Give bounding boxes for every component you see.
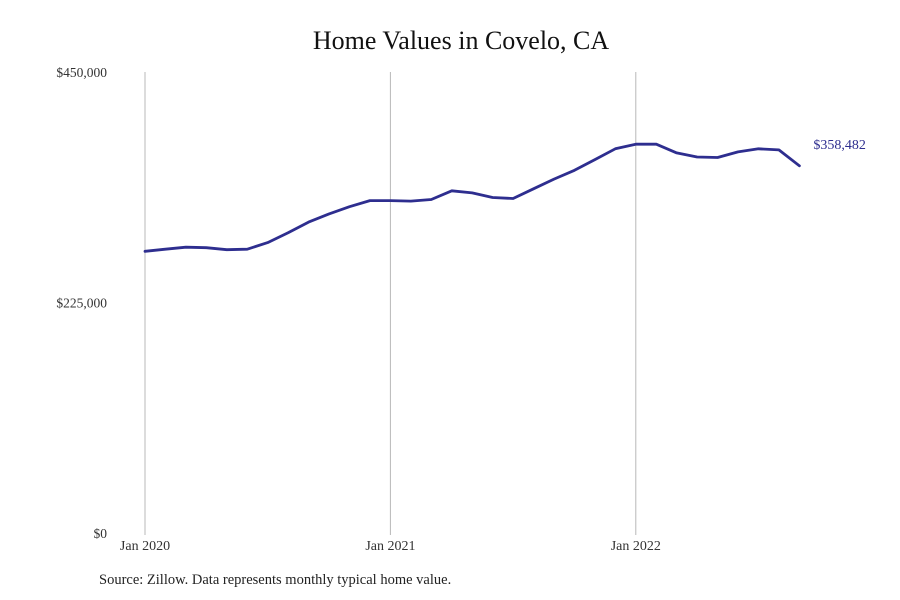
x-tick-label: Jan 2020 bbox=[120, 539, 170, 554]
y-tick-label: $0 bbox=[94, 526, 108, 541]
y-axis-ticks: $0 $225,000 $450,000 bbox=[56, 65, 107, 541]
chart-title: Home Values in Covelo, CA bbox=[312, 26, 610, 55]
x-tick-label: Jan 2022 bbox=[611, 539, 661, 554]
x-tick-label: Jan 2021 bbox=[365, 539, 415, 554]
end-value-label: $358,482 bbox=[813, 138, 866, 153]
series-layer bbox=[143, 142, 801, 253]
y-tick-label: $225,000 bbox=[56, 296, 107, 311]
source-note: Source: Zillow. Data represents monthly … bbox=[99, 572, 452, 588]
gridlines bbox=[144, 72, 637, 535]
series-line bbox=[143, 142, 801, 253]
end-value-label-layer: $358,482 bbox=[813, 138, 866, 153]
x-axis-ticks: Jan 2020 Jan 2021 Jan 2022 bbox=[120, 539, 661, 554]
y-tick-label: $450,000 bbox=[56, 65, 107, 80]
